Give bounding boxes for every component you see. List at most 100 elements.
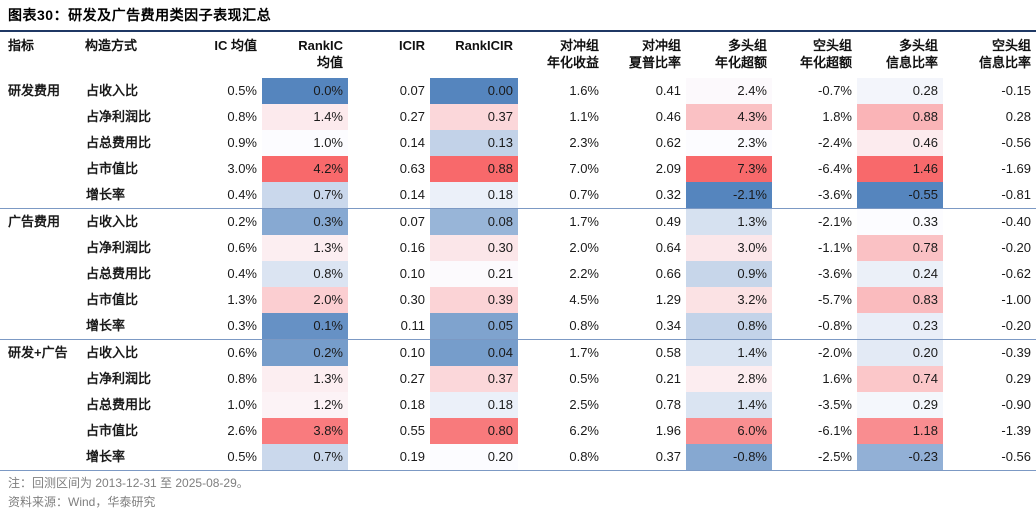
value-cell: 0.29 xyxy=(1005,371,1031,386)
value-cell: 0.8% xyxy=(227,109,257,124)
value-cell: 4.3% xyxy=(686,104,772,130)
table-row: 占净利润比 0.8% 1.3% 0.27 0.37 0.5% 0.21 2.8% 1.6% 0.7… xyxy=(0,366,1036,392)
value-cell: 0.33 xyxy=(857,208,943,235)
value-cell: 0.8% xyxy=(227,371,257,386)
value-cell: 2.0% xyxy=(262,287,348,313)
value-cell: 0.27 xyxy=(399,109,425,124)
value-cell: 0.80 xyxy=(430,418,518,444)
value-cell: 1.4% xyxy=(686,339,772,366)
value-cell: 1.96 xyxy=(655,423,681,438)
group-label: 研发费用 xyxy=(8,83,61,98)
value-cell: 2.5% xyxy=(569,397,599,412)
table-row: 广告费用 占收入比 0.2% 0.3% 0.07 0.08 1.7% 0.49 1.3% -2.1… xyxy=(0,208,1036,235)
table-row: 占市值比 2.6% 3.8% 0.55 0.80 6.2% 1.96 6.0% -6.1% 1.1… xyxy=(0,418,1036,444)
column-header: 对冲组 夏普比率 xyxy=(628,38,681,70)
method-label: 占收入比 xyxy=(85,208,185,235)
value-cell: 0.8% xyxy=(518,444,604,471)
value-cell: 0.49 xyxy=(604,208,686,235)
value-cell: -3.6% xyxy=(818,187,852,202)
method-label: 占净利润比 xyxy=(86,109,152,124)
value-cell: 0.39 xyxy=(430,287,518,313)
method-label: 占收入比 xyxy=(86,83,139,98)
group-label xyxy=(0,418,85,444)
value-cell: 0.14 xyxy=(399,135,425,150)
factor-performance-table: 指标 构造方式 IC 均值 RankIC 均值 ICIR RankICIR 对冲组 年化收益 对冲… xyxy=(0,32,1036,471)
value-cell: 1.3% xyxy=(262,366,348,392)
value-cell: 0.88 xyxy=(857,104,943,130)
value-cell: 0.8% xyxy=(262,261,348,287)
value-cell: 0.28 xyxy=(857,78,943,104)
value-cell: 0.62 xyxy=(655,135,681,150)
value-cell: 2.3% xyxy=(686,130,772,156)
value-cell: 0.55 xyxy=(399,423,425,438)
value-cell: 0.46 xyxy=(655,109,681,124)
column-header: ICIR xyxy=(399,38,425,53)
table-row: 占净利润比 0.8% 1.4% 0.27 0.37 1.1% 0.46 4.3% 1.8% 0.8… xyxy=(0,104,1036,130)
value-cell: 0.23 xyxy=(857,313,943,340)
value-cell: 0.1% xyxy=(262,313,348,340)
header-row: 指标 构造方式 IC 均值 RankIC 均值 ICIR RankICIR 对冲组 年化收益 对冲… xyxy=(0,32,1036,78)
value-cell: 1.3% xyxy=(686,208,772,235)
value-cell: -0.15 xyxy=(1001,83,1031,98)
value-cell: -6.4% xyxy=(818,161,852,176)
value-cell: 3.0% xyxy=(686,235,772,261)
value-cell: 0.8% xyxy=(569,318,599,333)
column-header: 空头组 信息比率 xyxy=(978,38,1031,70)
value-cell: 2.2% xyxy=(569,266,599,281)
group-label xyxy=(0,182,85,209)
value-cell: -1.69 xyxy=(1001,161,1031,176)
column-header: 指标 xyxy=(8,38,35,53)
value-cell: 0.4% xyxy=(227,266,257,281)
value-cell: -0.40 xyxy=(943,208,1036,235)
group-label: 广告费用 xyxy=(0,208,85,235)
value-cell: 6.0% xyxy=(686,418,772,444)
value-cell: 6.2% xyxy=(569,423,599,438)
group-label xyxy=(0,130,85,156)
value-cell: -5.7% xyxy=(818,292,852,307)
value-cell: 0.78 xyxy=(857,235,943,261)
value-cell: 0.41 xyxy=(655,83,681,98)
group-label: 研发+广告 xyxy=(0,339,85,366)
value-cell: 0.63 xyxy=(399,161,425,176)
value-cell: 0.7% xyxy=(262,444,348,471)
value-cell: 2.4% xyxy=(686,78,772,104)
value-cell: 0.5% xyxy=(185,444,262,471)
value-cell: 0.66 xyxy=(655,266,681,281)
value-cell: 1.29 xyxy=(655,292,681,307)
value-cell: 0.9% xyxy=(227,135,257,150)
table-row: 增长率 0.3% 0.1% 0.11 0.05 0.8% 0.34 0.8% -0.8% 0.23… xyxy=(0,313,1036,340)
value-cell: -0.81 xyxy=(1001,187,1031,202)
value-cell: 1.0% xyxy=(262,130,348,156)
table-row: 占总费用比 0.9% 1.0% 0.14 0.13 2.3% 0.62 2.3% -2.4% 0.… xyxy=(0,130,1036,156)
value-cell: 1.2% xyxy=(262,392,348,418)
value-cell: 0.0% xyxy=(262,78,348,104)
group-label xyxy=(0,392,85,418)
value-cell: 0.18 xyxy=(399,397,425,412)
value-cell: 0.8% xyxy=(686,313,772,340)
group-label xyxy=(0,287,85,313)
table-row: 增长率 0.5% 0.7% 0.19 0.20 0.8% 0.37 -0.8% -2.5% -0.… xyxy=(0,444,1036,471)
value-cell: 0.08 xyxy=(430,208,518,235)
group-label xyxy=(0,313,85,340)
value-cell: 0.04 xyxy=(430,339,518,366)
value-cell: -0.56 xyxy=(1001,135,1031,150)
value-cell: 3.0% xyxy=(227,161,257,176)
figure-title: 图表30：研发及广告费用类因子表现汇总 xyxy=(0,0,1036,32)
value-cell: 0.27 xyxy=(399,371,425,386)
value-cell: -2.0% xyxy=(772,339,857,366)
value-cell: 0.88 xyxy=(430,156,518,182)
value-cell: 7.3% xyxy=(686,156,772,182)
method-label: 占市值比 xyxy=(86,292,139,307)
value-cell: 0.30 xyxy=(399,292,425,307)
value-cell: 0.3% xyxy=(227,318,257,333)
value-cell: 2.8% xyxy=(686,366,772,392)
value-cell: -1.39 xyxy=(1001,423,1031,438)
value-cell: -1.1% xyxy=(818,240,852,255)
value-cell: 0.46 xyxy=(857,130,943,156)
value-cell: 1.46 xyxy=(857,156,943,182)
column-header: 空头组 年化超额 xyxy=(799,38,852,70)
value-cell: 1.18 xyxy=(857,418,943,444)
value-cell: -0.56 xyxy=(943,444,1036,471)
method-label: 占市值比 xyxy=(86,161,139,176)
group-label xyxy=(0,156,85,182)
